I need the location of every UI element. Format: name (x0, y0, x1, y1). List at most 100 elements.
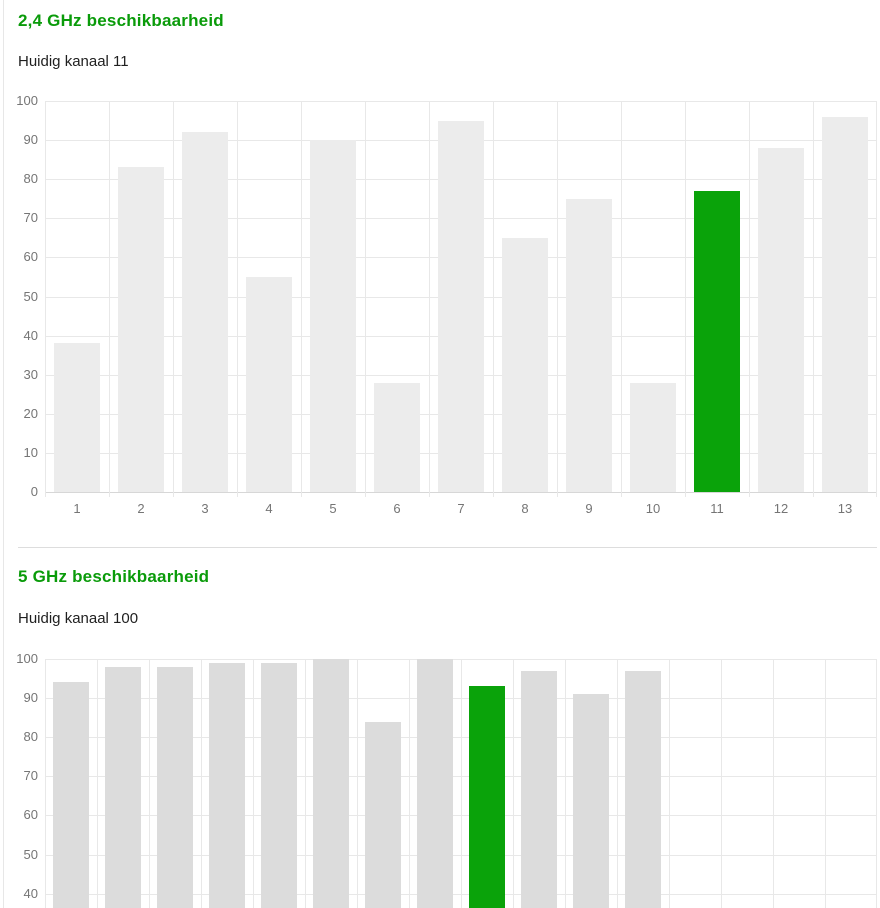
gridline-vertical (173, 101, 174, 492)
bar-channel-1 (54, 343, 100, 492)
gridline-vertical (557, 101, 558, 492)
gridline-horizontal (45, 101, 877, 102)
y-axis-label: 50 (23, 846, 38, 862)
x-axis-tick (620, 492, 622, 497)
y-axis-label: 0 (30, 484, 38, 499)
bar-slot-12 (624, 670, 662, 908)
x-axis-tick (365, 492, 366, 497)
x-axis-tick (685, 492, 686, 497)
gridline-vertical (149, 659, 150, 908)
x-axis-tick (557, 492, 558, 497)
bar-channel-2 (118, 167, 164, 492)
x-axis-label: 7 (457, 501, 465, 516)
y-axis-label: 10 (23, 444, 38, 460)
y-axis-label: 40 (23, 885, 38, 901)
y-axis-label: 30 (23, 366, 38, 382)
chart-title-24ghz: 2,4 GHz beschikbaarheid (18, 11, 224, 30)
bar-slot-5 (260, 662, 298, 908)
x-axis-tick (429, 492, 430, 497)
x-axis-tick (876, 492, 877, 497)
gridline-vertical (749, 101, 750, 492)
bar-slot-7 (364, 721, 402, 908)
bar-slot-10 (520, 670, 558, 908)
bar-channel-9 (566, 198, 612, 492)
x-axis-label: 5 (329, 501, 337, 516)
y-axis-label: 80 (23, 729, 38, 745)
bar-slot-2 (104, 666, 142, 908)
gridline-vertical (685, 101, 686, 492)
x-axis-label: 6 (393, 501, 401, 516)
bar-slot-6 (312, 659, 350, 908)
plot-area (45, 659, 877, 908)
gridline-vertical (620, 101, 622, 492)
bar-channel-7 (438, 120, 484, 492)
bar-slot-8 (416, 659, 454, 908)
x-axis-tick (813, 492, 814, 497)
x-axis-tick (45, 492, 46, 497)
y-axis-label: 50 (23, 288, 38, 304)
bar-channel-6 (374, 382, 420, 492)
x-axis-label: 2 (137, 501, 145, 516)
y-axis-label: 70 (23, 210, 38, 226)
page-left-border (3, 0, 4, 908)
x-axis-label: 13 (837, 501, 853, 516)
gridline-vertical (45, 659, 46, 908)
chart-title-5ghz: 5 GHz beschikbaarheid (18, 567, 210, 586)
gridline-vertical (201, 659, 202, 908)
section-divider (18, 547, 877, 548)
gridline-vertical (493, 101, 494, 492)
plot-area: 1 2 3 4 5 6 7 8 9 10 11 12 13 (45, 101, 877, 516)
gridline-vertical (773, 659, 774, 908)
x-axis-label: 1 (73, 501, 81, 516)
gridline-vertical (617, 659, 618, 908)
bar-channel-12 (758, 147, 804, 492)
y-axis-label: 70 (23, 768, 38, 784)
bar-slot-11 (572, 694, 610, 908)
y-axis-label: 60 (23, 249, 38, 265)
bar-channel-4 (246, 276, 292, 492)
y-axis-label: 100 (16, 651, 38, 666)
x-axis-label: 11 (710, 501, 724, 516)
y-axis-label: 60 (23, 807, 38, 823)
x-axis-tick (173, 492, 174, 497)
chart-subtitle-24ghz: Huidig kanaal 11 (18, 53, 129, 70)
y-axis-label: 100 (16, 93, 38, 108)
bar-channel-11-current (694, 190, 740, 492)
bar-channel-13 (822, 116, 868, 492)
bar-channel-100-current (468, 686, 506, 908)
x-axis-tick (237, 492, 238, 497)
gridline-vertical (429, 101, 430, 492)
gridline-vertical (253, 659, 254, 908)
gridline-vertical (305, 659, 306, 908)
y-axis-label: 90 (23, 132, 38, 148)
bar-slot-3 (156, 666, 194, 908)
gridline-vertical (721, 659, 722, 908)
bar-slot-1 (52, 682, 90, 908)
gridline-vertical (669, 659, 670, 908)
gridline-vertical (357, 659, 358, 908)
bar-channel-5 (310, 140, 356, 492)
x-axis-tick (109, 492, 110, 497)
gridline-vertical (876, 101, 877, 492)
gridline-vertical (409, 659, 410, 908)
gridline-vertical (813, 101, 814, 492)
x-axis-label: 12 (773, 501, 789, 516)
chart-subtitle-5ghz: Huidig kanaal 100 (18, 610, 139, 627)
x-axis-tick (749, 492, 750, 497)
x-axis-tick (301, 492, 302, 497)
x-axis-label: 10 (645, 501, 661, 516)
gridline-vertical (513, 659, 514, 908)
x-axis-label: 9 (585, 501, 593, 516)
y-axis-label: 80 (23, 171, 38, 187)
x-axis-label: 4 (265, 501, 273, 516)
gridline-vertical (109, 101, 110, 492)
gridline-vertical (45, 101, 46, 492)
x-axis-line (45, 492, 877, 493)
gridline-vertical (461, 659, 462, 908)
x-axis-label: 8 (521, 501, 529, 516)
bar-chart-24ghz: 1 2 3 4 5 6 7 8 9 10 11 12 13 0 10 20 30 40 50 60 70 80 90 100 (0, 94, 880, 525)
x-axis-label: 3 (201, 501, 209, 516)
y-axis-label: 40 (23, 327, 38, 343)
